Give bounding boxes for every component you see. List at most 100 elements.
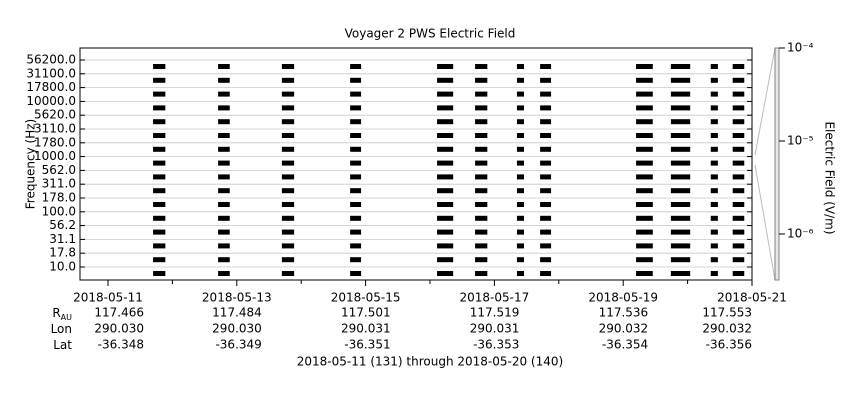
data-segment (437, 160, 454, 166)
data-segment (153, 229, 166, 235)
data-segment (540, 91, 552, 97)
data-segment (437, 105, 454, 111)
data-segment (636, 119, 653, 125)
data-segment (732, 64, 745, 69)
data-segment (437, 188, 454, 194)
ephemeris-value: 290.032 (599, 322, 649, 336)
data-segment (218, 146, 230, 152)
data-segment (540, 105, 552, 111)
data-segment (710, 77, 718, 83)
data-segment (218, 215, 230, 221)
data-segment (516, 77, 525, 83)
data-segment (636, 77, 653, 83)
data-segment (636, 202, 653, 207)
y-tick-label: 10000.0 (26, 94, 76, 108)
y2-tick-label: 10⁻⁵ (787, 133, 814, 147)
data-segment (636, 91, 653, 97)
data-segment (732, 77, 745, 83)
data-segment (218, 243, 230, 249)
data-segment (670, 133, 691, 138)
data-segment (218, 91, 230, 97)
data-segment (218, 229, 230, 235)
data-segment (732, 202, 745, 207)
data-segment (516, 119, 525, 125)
data-segment (732, 119, 745, 125)
data-segment (540, 146, 552, 152)
data-segment (710, 243, 718, 249)
y-tick-label: 5620.0 (34, 108, 76, 122)
data-segment (710, 257, 718, 263)
y-tick-label: 311.0 (42, 177, 76, 191)
data-segment (350, 133, 362, 138)
y-tick-label: 31.1 (49, 232, 76, 246)
data-segment (437, 202, 454, 207)
data-segment (281, 215, 295, 221)
x-tick-label: 2018-05-17 (460, 291, 530, 305)
data-segment (153, 160, 166, 166)
data-segment (350, 174, 362, 180)
data-segment (475, 146, 488, 152)
ephemeris-value: 117.536 (599, 306, 649, 320)
data-segment (218, 271, 230, 276)
data-segment (710, 133, 718, 138)
colorbar (774, 47, 780, 281)
data-segment (516, 243, 525, 249)
data-segment (475, 229, 488, 235)
data-segment (281, 202, 295, 207)
data-segment (350, 91, 362, 97)
y-tick-label: 1000.0 (34, 149, 76, 163)
data-segment (153, 64, 166, 69)
data-segment (153, 133, 166, 138)
data-segment (218, 174, 230, 180)
data-segment (350, 146, 362, 152)
y-axis-label: Frequency (Hz) (24, 119, 38, 210)
data-segment (350, 64, 362, 69)
data-segment (670, 229, 691, 235)
y-tick-label: 31100.0 (26, 66, 76, 80)
data-segment (516, 229, 525, 235)
data-segment (153, 271, 166, 276)
data-segment (540, 64, 552, 69)
ephemeris-value: 117.553 (702, 306, 752, 320)
data-segment (350, 229, 362, 235)
ephemeris-label-text: Lon (51, 322, 72, 336)
data-segment (516, 91, 525, 97)
data-segment (710, 271, 718, 276)
ephemeris-value: 290.031 (470, 322, 520, 336)
data-segment (281, 133, 295, 138)
data-segment (710, 174, 718, 180)
data-segment (437, 271, 454, 276)
ephemeris-value: 290.030 (212, 322, 262, 336)
y-tick-label: 10.0 (49, 260, 76, 274)
data-segment (350, 119, 362, 125)
data-segment (670, 64, 691, 69)
data-segment (732, 174, 745, 180)
data-segment (710, 188, 718, 194)
x-tick-label: 2018-05-21 (717, 291, 787, 305)
data-segment (281, 64, 295, 69)
data-segment (281, 174, 295, 180)
ephemeris-label: Lon (51, 322, 72, 336)
y-tick-label: 562.0 (42, 163, 76, 177)
data-segment (540, 119, 552, 125)
data-segment (670, 91, 691, 97)
data-segment (540, 77, 552, 83)
data-segment (670, 146, 691, 152)
data-segment (732, 229, 745, 235)
data-segment (540, 215, 552, 221)
x-tick-label: 2018-05-15 (331, 291, 401, 305)
data-segment (218, 77, 230, 83)
data-segment (670, 243, 691, 249)
data-segment (281, 243, 295, 249)
data-segment (732, 160, 745, 166)
data-segment (516, 257, 525, 263)
y-tick-label: 178.0 (42, 191, 76, 205)
data-segment (437, 77, 454, 83)
data-segment (437, 229, 454, 235)
ephemeris-label-text: R (52, 306, 60, 320)
data-segment (153, 202, 166, 207)
data-segment (540, 188, 552, 194)
data-segment (670, 105, 691, 111)
data-segment (350, 77, 362, 83)
